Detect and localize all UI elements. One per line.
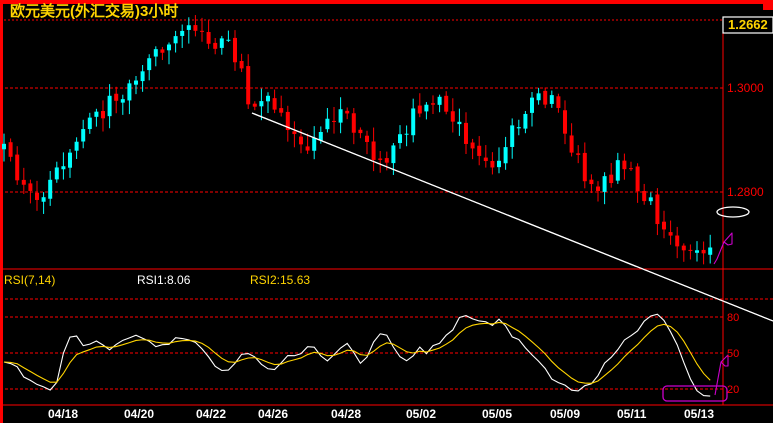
svg-text:04/28: 04/28 xyxy=(331,407,361,421)
svg-text:RSI(7,14): RSI(7,14) xyxy=(4,273,55,287)
svg-text:04/18: 04/18 xyxy=(48,407,78,421)
svg-text:05/09: 05/09 xyxy=(550,407,580,421)
svg-text:05/13: 05/13 xyxy=(684,407,714,421)
svg-text:欧元美元(外汇交易)3小时: 欧元美元(外汇交易)3小时 xyxy=(10,2,178,20)
svg-text:1.2662: 1.2662 xyxy=(728,17,768,32)
svg-text:04/26: 04/26 xyxy=(258,407,288,421)
svg-text:05/02: 05/02 xyxy=(406,407,436,421)
svg-text:04/20: 04/20 xyxy=(124,407,154,421)
svg-text:1.3000: 1.3000 xyxy=(727,81,764,95)
svg-text:1.2800: 1.2800 xyxy=(727,185,764,199)
svg-text:20: 20 xyxy=(727,384,739,396)
svg-text:50: 50 xyxy=(727,348,739,360)
svg-text:RSI2:15.63: RSI2:15.63 xyxy=(250,273,310,287)
svg-text:80: 80 xyxy=(727,312,739,324)
svg-text:05/05: 05/05 xyxy=(482,407,512,421)
svg-text:RSI1:8.06: RSI1:8.06 xyxy=(137,273,191,287)
svg-text:05/11: 05/11 xyxy=(617,407,647,421)
svg-text:04/22: 04/22 xyxy=(196,407,226,421)
